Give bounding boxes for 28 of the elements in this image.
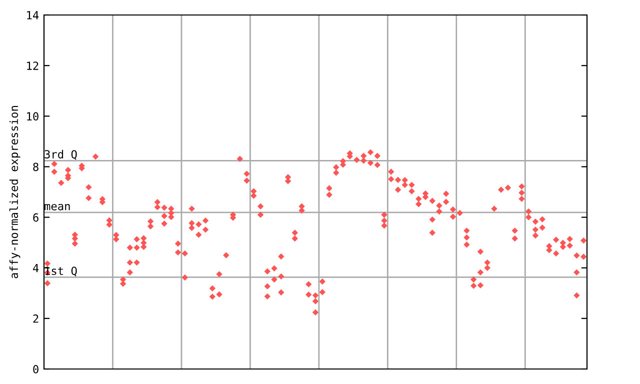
y-tick-label: 14 (27, 11, 39, 20)
point (381, 222, 388, 229)
point (429, 230, 436, 236)
point (134, 259, 140, 266)
y-tick-label: 4 (33, 264, 39, 272)
point (264, 293, 270, 300)
ref-line-label: 3rd Q (44, 150, 77, 160)
y-tick-label: 6 (33, 213, 38, 222)
point (464, 241, 470, 248)
point (278, 289, 284, 296)
ref-line-label: 1st Q (45, 266, 77, 276)
point (532, 232, 539, 239)
point (188, 224, 195, 232)
y-axis-title: affy-normalized expression (9, 106, 20, 278)
y-tick-label: 10 (27, 112, 38, 121)
point (72, 240, 78, 247)
point (44, 280, 51, 286)
point (161, 220, 168, 227)
y-tick-label: 2 (33, 314, 38, 323)
point (312, 309, 319, 316)
y-tick-label: 0 (33, 365, 38, 374)
point (126, 269, 134, 276)
y-tick-label: 8 (33, 162, 38, 172)
point (518, 196, 525, 202)
point (477, 282, 484, 288)
point (574, 292, 580, 299)
ref-line-label: mean (44, 204, 70, 210)
y-tick-label: 12 (27, 62, 38, 70)
